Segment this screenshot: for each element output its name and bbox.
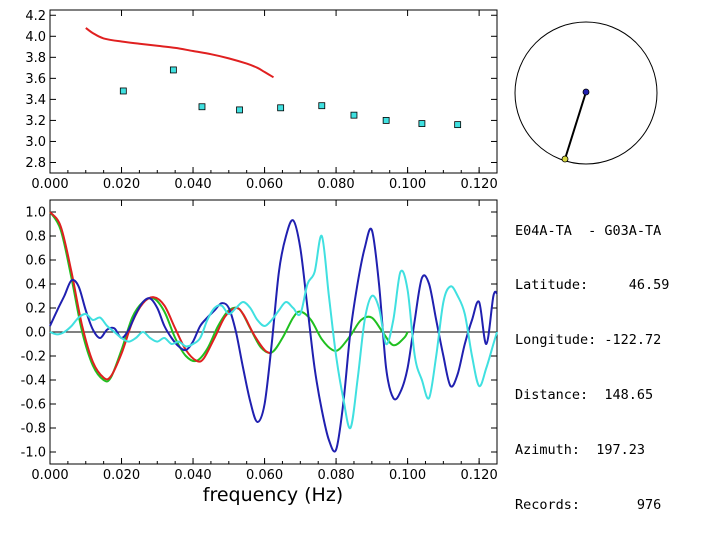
top-y-tick-label: 3.4 [25,93,46,108]
bottom-y-tick-label: -0.8 [21,422,46,437]
azimuth-map [514,21,658,165]
bottom-x-tick-label: 0.120 [461,468,498,483]
dispersion-panel: 0.000 0.020 0.040 0.060 0.080 0.100 0.120 2.8 3.… [25,9,497,192]
bottom-x-tick-label: 0.060 [246,468,283,483]
top-y-tick-label: 3.0 [25,135,46,150]
distance-value: 148.65 [604,387,654,404]
bottom-axis-ticks: 0.000 0.020 0.040 0.060 0.080 0.100 0.120 -1.0 -… [21,200,498,483]
top-y-tick-label: 3.8 [25,51,46,66]
bottom-series-line-0 [49,211,409,383]
bottom-x-tick-label: 0.000 [31,468,68,483]
top-x-tick-label: 0.040 [174,177,211,192]
data-point [169,66,177,74]
info-row-longitude: Longitude: -122.72 [515,331,669,349]
bottom-y-tick-label: 0.6 [25,254,46,269]
bottom-y-tick-label: 1.0 [25,206,46,221]
data-point [418,120,426,127]
bottom-y-tick-label: 0.8 [25,230,46,245]
top-series-group [85,27,462,129]
bottom-x-tick-label: 0.100 [389,468,426,483]
receiver-station-dot [582,88,590,96]
bottom-series-line-3 [49,234,498,430]
x-axis-label: frequency (Hz) [203,484,343,506]
bottom-y-tick-label: 0.4 [25,278,46,293]
top-y-tick-label: 2.8 [25,156,46,171]
records-value: 976 [604,497,662,514]
bottom-y-tick-label: -1.0 [21,446,46,461]
figure: 0.000 0.020 0.040 0.060 0.080 0.100 0.120 2.8 3.… [21,9,658,506]
info-row-latitude: Latitude: 46.59 [515,276,669,294]
top-y-tick-label: 3.2 [25,114,46,129]
longitude-label: Longitude: [515,332,605,349]
correlation-panel: 0.000 0.020 0.040 0.060 0.080 0.100 0.120 -1.0 -… [21,199,498,506]
data-point [382,117,390,124]
bottom-y-tick-label: -0.2 [21,350,46,365]
bottom-x-tick-label: 0.080 [317,468,354,483]
info-row-azimuth: Azimuth: 197.23 [515,441,669,459]
info-row-distance: Distance: 148.65 [515,386,669,404]
top-y-tick-label: 4.0 [25,30,46,45]
map-circle [514,21,658,165]
top-x-tick-label: 0.060 [246,177,283,192]
data-point [236,106,243,114]
longitude-value: -122.72 [604,332,662,349]
data-point [318,102,326,110]
info-row-records: Records: 976 [515,496,669,514]
azimuth-label: Azimuth: [515,442,589,459]
source-station-dot [561,155,569,163]
station-pair: E04A-TA - G03A-TA [515,222,662,239]
bottom-series-group [49,211,498,453]
top-x-tick-label: 0.100 [389,177,426,192]
top-x-tick-label: 0.080 [317,177,354,192]
distance-label: Distance: [515,387,605,404]
data-point [454,121,462,129]
azimuth-value: 197.23 [588,442,646,459]
records-label: Records: [515,497,605,514]
latitude-value: 46.59 [604,277,670,294]
bottom-y-tick-label: -0.4 [21,374,46,389]
bottom-y-tick-label: -0.6 [21,398,46,413]
top-x-tick-label: 0.000 [31,177,68,192]
bottom-series-line-2 [49,219,498,453]
data-point [277,104,285,112]
top-series-line-0 [85,27,275,79]
top-x-tick-label: 0.120 [461,177,498,192]
station-info-panel: E04A-TA - G03A-TA Latitude: 46.59 Longit… [515,185,669,533]
bottom-y-tick-label: 0.0 [25,326,46,341]
top-y-tick-label: 3.6 [25,72,46,87]
bottom-x-tick-label: 0.040 [174,468,211,483]
bottom-y-tick-label: 0.2 [25,302,46,317]
top-y-tick-label: 4.2 [25,9,46,24]
data-point [350,111,358,119]
top-plot-frame [49,9,498,174]
top-axis-ticks: 0.000 0.020 0.040 0.060 0.080 0.100 0.120 2.8 3.… [25,9,497,192]
data-point [198,103,206,111]
path-line [564,91,587,160]
data-point [119,87,127,95]
latitude-label: Latitude: [515,277,605,294]
bottom-x-tick-label: 0.020 [103,468,140,483]
bottom-series-line-1 [49,211,273,381]
top-x-tick-label: 0.020 [103,177,140,192]
